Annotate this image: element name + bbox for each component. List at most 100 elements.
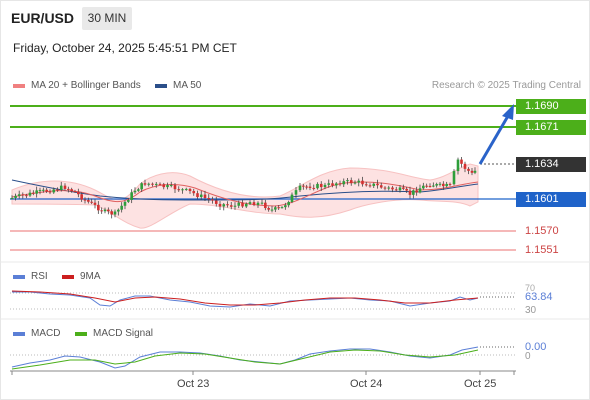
- candle-body: [59, 185, 63, 190]
- candle-body: [162, 184, 166, 188]
- candle-body: [110, 211, 113, 215]
- candle-body: [80, 194, 83, 200]
- candle-body: [435, 184, 438, 186]
- candle-body: [28, 192, 32, 196]
- level-label-s2: 1.1551: [525, 244, 559, 256]
- candle-body: [181, 189, 184, 191]
- currency-pair-title: EUR/USD: [11, 10, 75, 26]
- candle-body: [229, 205, 233, 207]
- candle-body: [302, 185, 305, 187]
- rsi-swatch: [13, 274, 25, 279]
- candle-body: [280, 207, 284, 209]
- legend-ma20-label: MA 20 + Bollinger Bands: [31, 80, 141, 91]
- level-tag-pivot: 1.1601: [516, 192, 586, 207]
- candle-body: [277, 207, 280, 209]
- candle-body: [158, 183, 162, 185]
- candle-body: [38, 190, 42, 192]
- rsi-level-30-label: 30: [525, 305, 537, 316]
- legend-ma20-bollinger: MA 20 + Bollinger Bands: [13, 80, 141, 91]
- candle-body: [241, 202, 244, 207]
- candle-body: [361, 180, 364, 185]
- candle-body: [376, 183, 379, 186]
- candle-body: [425, 185, 428, 187]
- candle-body: [196, 193, 199, 198]
- candle-body: [305, 186, 308, 188]
- candle-body: [405, 188, 408, 191]
- candle-body: [284, 205, 287, 208]
- legend-macd-label: MACD: [31, 328, 61, 339]
- candle-body: [48, 191, 52, 193]
- candle-body: [422, 185, 425, 189]
- candle-body: [127, 199, 130, 202]
- candle-body: [256, 202, 260, 205]
- candle-body: [368, 185, 372, 187]
- x-axis-label-oct23: Oct 23: [177, 378, 210, 390]
- candle-body: [143, 183, 147, 185]
- x-axis-label-oct25: Oct 25: [464, 378, 497, 390]
- level-tag-r1: 1.1671: [516, 120, 586, 135]
- ma20-swatch: [13, 83, 25, 88]
- candle-body: [452, 171, 456, 185]
- candle-body: [334, 183, 338, 186]
- legend-macd: MACD: [13, 328, 60, 339]
- candle-body: [192, 191, 196, 194]
- candle-body: [130, 192, 133, 200]
- candle-body: [199, 194, 203, 198]
- candle-body: [415, 190, 418, 193]
- legend-rsi-ma: 9MA: [62, 271, 101, 282]
- candle-body: [117, 209, 120, 212]
- candle-body: [140, 183, 143, 190]
- candle-body: [45, 189, 48, 192]
- candle-body: [52, 189, 56, 193]
- candle-body: [21, 194, 25, 196]
- ma20-line: [11, 181, 479, 207]
- candle-body: [133, 190, 137, 193]
- candle-body: [470, 170, 474, 173]
- candle-body: [42, 189, 45, 191]
- x-axis-label-oct24: Oct 24: [350, 378, 383, 390]
- candle-body: [294, 190, 298, 195]
- candle-body: [442, 183, 445, 187]
- macd-swatch: [13, 331, 25, 336]
- candle-body: [290, 194, 294, 203]
- candle-body: [418, 188, 422, 193]
- candle-body: [383, 187, 387, 189]
- candle-body: [83, 199, 87, 201]
- level-tag-r2: 1.1690: [516, 99, 586, 114]
- legend-ma50-label: MA 50: [173, 80, 202, 91]
- candle-body: [90, 201, 93, 203]
- macd-line: [11, 346, 479, 369]
- candle-body: [357, 180, 361, 183]
- candle-body: [274, 207, 277, 210]
- candle-body: [147, 183, 151, 185]
- candle-body: [473, 170, 477, 173]
- candle-body: [218, 203, 222, 207]
- candle-body: [188, 188, 192, 192]
- candle-body: [184, 188, 188, 190]
- candle-body: [67, 188, 70, 190]
- candle-body: [298, 185, 302, 191]
- macd-signal-line: [11, 349, 479, 370]
- candle-body: [233, 205, 237, 207]
- candle-body: [402, 187, 405, 189]
- timeframe-button[interactable]: 30 MIN: [82, 7, 132, 30]
- candle-body: [103, 209, 107, 212]
- candle-body: [211, 199, 214, 201]
- candle-body: [391, 187, 394, 190]
- level-label-s1: 1.1570: [525, 225, 559, 237]
- candle-body: [63, 185, 67, 189]
- candle-body: [123, 201, 127, 206]
- candle-body: [56, 189, 59, 191]
- ma50-swatch: [155, 83, 167, 88]
- level-tag-current: 1.1634: [516, 157, 586, 172]
- candle-body: [207, 197, 211, 200]
- candle-body: [319, 183, 323, 188]
- candle-body: [264, 202, 267, 209]
- candle-body: [226, 204, 229, 206]
- candle-body: [113, 211, 117, 215]
- candle-body: [379, 185, 383, 188]
- rsi-ma-swatch: [62, 274, 74, 279]
- candle-body: [387, 187, 391, 189]
- candle-body: [346, 180, 349, 182]
- candle-body: [32, 192, 35, 194]
